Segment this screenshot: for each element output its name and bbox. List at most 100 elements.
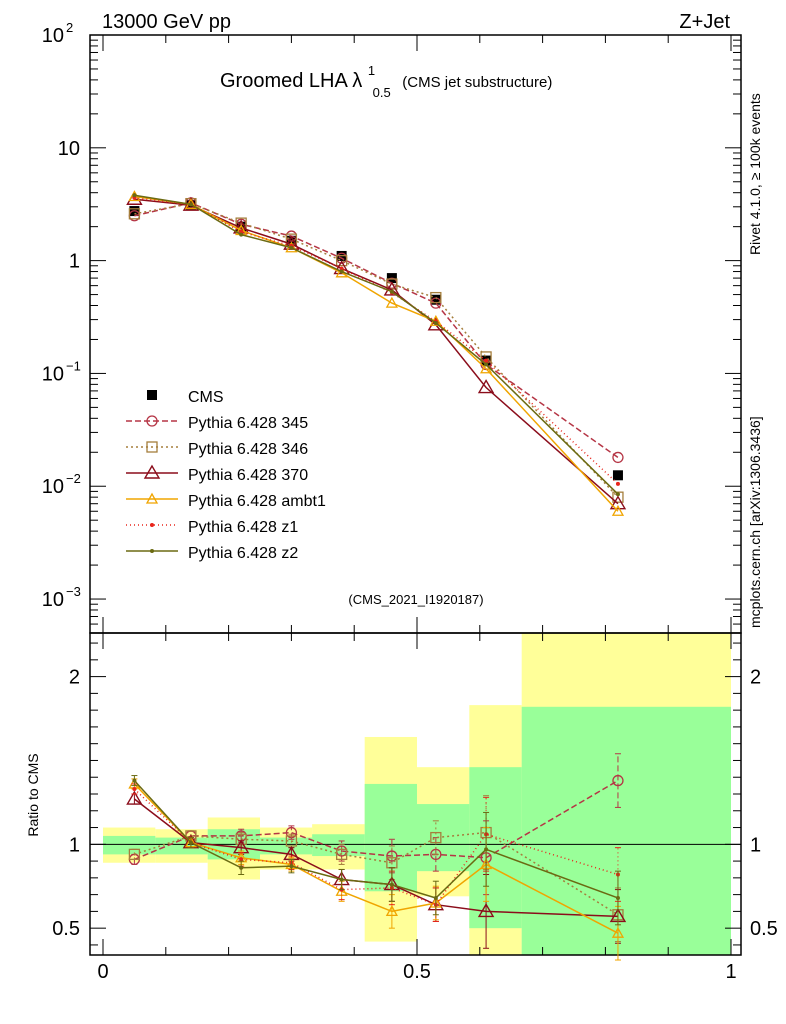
legend-marker [146, 441, 158, 453]
main-point [612, 491, 624, 503]
legend-item-6: Pythia 6.428 z2 [126, 545, 298, 562]
main-point [239, 229, 244, 234]
ratio-point [126, 790, 143, 805]
chart-title-main: Groomed LHA λ [220, 70, 362, 92]
ratio-point [239, 865, 244, 870]
main-point [339, 266, 344, 271]
legend-label: Pythia 6.428 z2 [188, 545, 298, 562]
ratio-point [611, 926, 625, 938]
main-point [188, 202, 193, 207]
main-point [484, 362, 489, 367]
legend-item-0: CMS [147, 389, 224, 406]
legend: CMS Pythia 6.428 345 Pythia 6.428 346 Pythi… [126, 389, 326, 562]
band-green [469, 767, 522, 929]
y-tick-label: 10 [42, 25, 64, 47]
ratio-point [615, 895, 620, 900]
legend-label: Pythia 6.428 345 [188, 415, 308, 432]
ratio-point [128, 848, 141, 861]
main-line [134, 198, 619, 505]
legend-marker [145, 492, 159, 504]
ratio-point [385, 905, 398, 917]
ratio-axis-ticks: 0.5 0.5 1 1 2 2 [52, 642, 778, 946]
legend-label: Pythia 6.428 z1 [188, 519, 298, 536]
y-tick-label-exp: 2 [66, 20, 73, 35]
legend-item-4: Pythia 6.428 ambt1 [126, 492, 326, 510]
main-point [385, 296, 398, 308]
band-green [364, 783, 417, 892]
x-tick-label: 0.5 [403, 961, 431, 983]
ratio-point [339, 877, 344, 882]
main-point [289, 245, 294, 250]
main-point [477, 379, 495, 394]
main-point [479, 362, 493, 374]
main-point [430, 294, 441, 305]
main-point [239, 232, 244, 237]
y-tick-label: 10 [42, 589, 64, 611]
y-tick-label: 10 [58, 138, 80, 160]
main-point [611, 504, 625, 516]
ratio-point [612, 774, 624, 787]
main-point [609, 495, 627, 510]
ratio-point [132, 778, 137, 783]
mcplots-label: mcplots.cern.ch [arXiv:1306.3436] [747, 416, 763, 628]
y-tick-label-exp: −1 [66, 358, 81, 373]
ratio-point [386, 850, 398, 862]
ratio-line [134, 779, 619, 861]
ratio-tick-label: 0.5 [52, 918, 80, 940]
ratio-series-6 [131, 775, 621, 926]
main-point [612, 451, 624, 464]
ratio-point [477, 903, 495, 918]
main-series-3 [126, 190, 627, 510]
y-tick-label: 10 [42, 476, 64, 498]
band-green [521, 706, 731, 955]
main-line [134, 195, 619, 512]
ratio-point [433, 895, 438, 900]
rivet-label: Rivet 4.1.0, ≥ 100k events [747, 93, 763, 255]
legend-item-3: Pythia 6.428 370 [126, 464, 308, 484]
ratio-point [389, 882, 394, 887]
main-series [126, 190, 627, 516]
main-series-6 [132, 193, 620, 497]
legend-marker [150, 523, 154, 527]
legend-item-1: Pythia 6.428 345 [126, 415, 308, 432]
ratio-point [239, 857, 244, 862]
x-axis-ticks: 0 0.5 1 [97, 35, 737, 983]
x-tick-label: 0 [97, 961, 108, 983]
band-green [103, 835, 156, 855]
legend-item-2: Pythia 6.428 346 [126, 441, 308, 458]
header-left: 13000 GeV pp [102, 11, 231, 33]
main-series-0 [129, 200, 623, 481]
main-line [134, 202, 619, 498]
watermark: (CMS_2021_I1920187) [348, 592, 483, 607]
main-point [383, 281, 401, 296]
legend-marker [150, 549, 154, 553]
y-tick-label: 10 [42, 363, 64, 385]
ratio-point [484, 847, 489, 852]
main-point [132, 193, 137, 198]
main-point [615, 492, 620, 497]
header-right: Z+Jet [679, 11, 730, 33]
y-tick-label: 1 [69, 251, 80, 273]
ratio-ylabel: Ratio to CMS [25, 753, 41, 836]
ratio-tick-label-right: 2 [750, 667, 761, 689]
legend-marker [143, 464, 161, 479]
x-tick-label: 1 [725, 961, 736, 983]
legend-label: Pythia 6.428 ambt1 [188, 493, 326, 510]
legend-item-5: Pythia 6.428 z1 [126, 519, 298, 536]
legend-marker [146, 415, 158, 427]
main-point [612, 470, 623, 481]
main-point [389, 289, 394, 294]
ratio-point [430, 831, 442, 844]
legend-label: Pythia 6.428 346 [188, 441, 308, 458]
legend-label: CMS [188, 389, 224, 406]
ratio-line [134, 831, 619, 916]
chart-title: Groomed LHA λ 1 0.5 (CMS jet substructur… [220, 58, 552, 102]
ratio-tick-label-right: 1 [750, 834, 761, 856]
chart-title-sub: 0.5 [373, 85, 391, 100]
chart-title-sup: 1 [368, 63, 375, 78]
ratio-point [188, 840, 193, 845]
main-line [134, 197, 619, 485]
main-point [433, 320, 438, 325]
ratio-bands [103, 633, 731, 955]
